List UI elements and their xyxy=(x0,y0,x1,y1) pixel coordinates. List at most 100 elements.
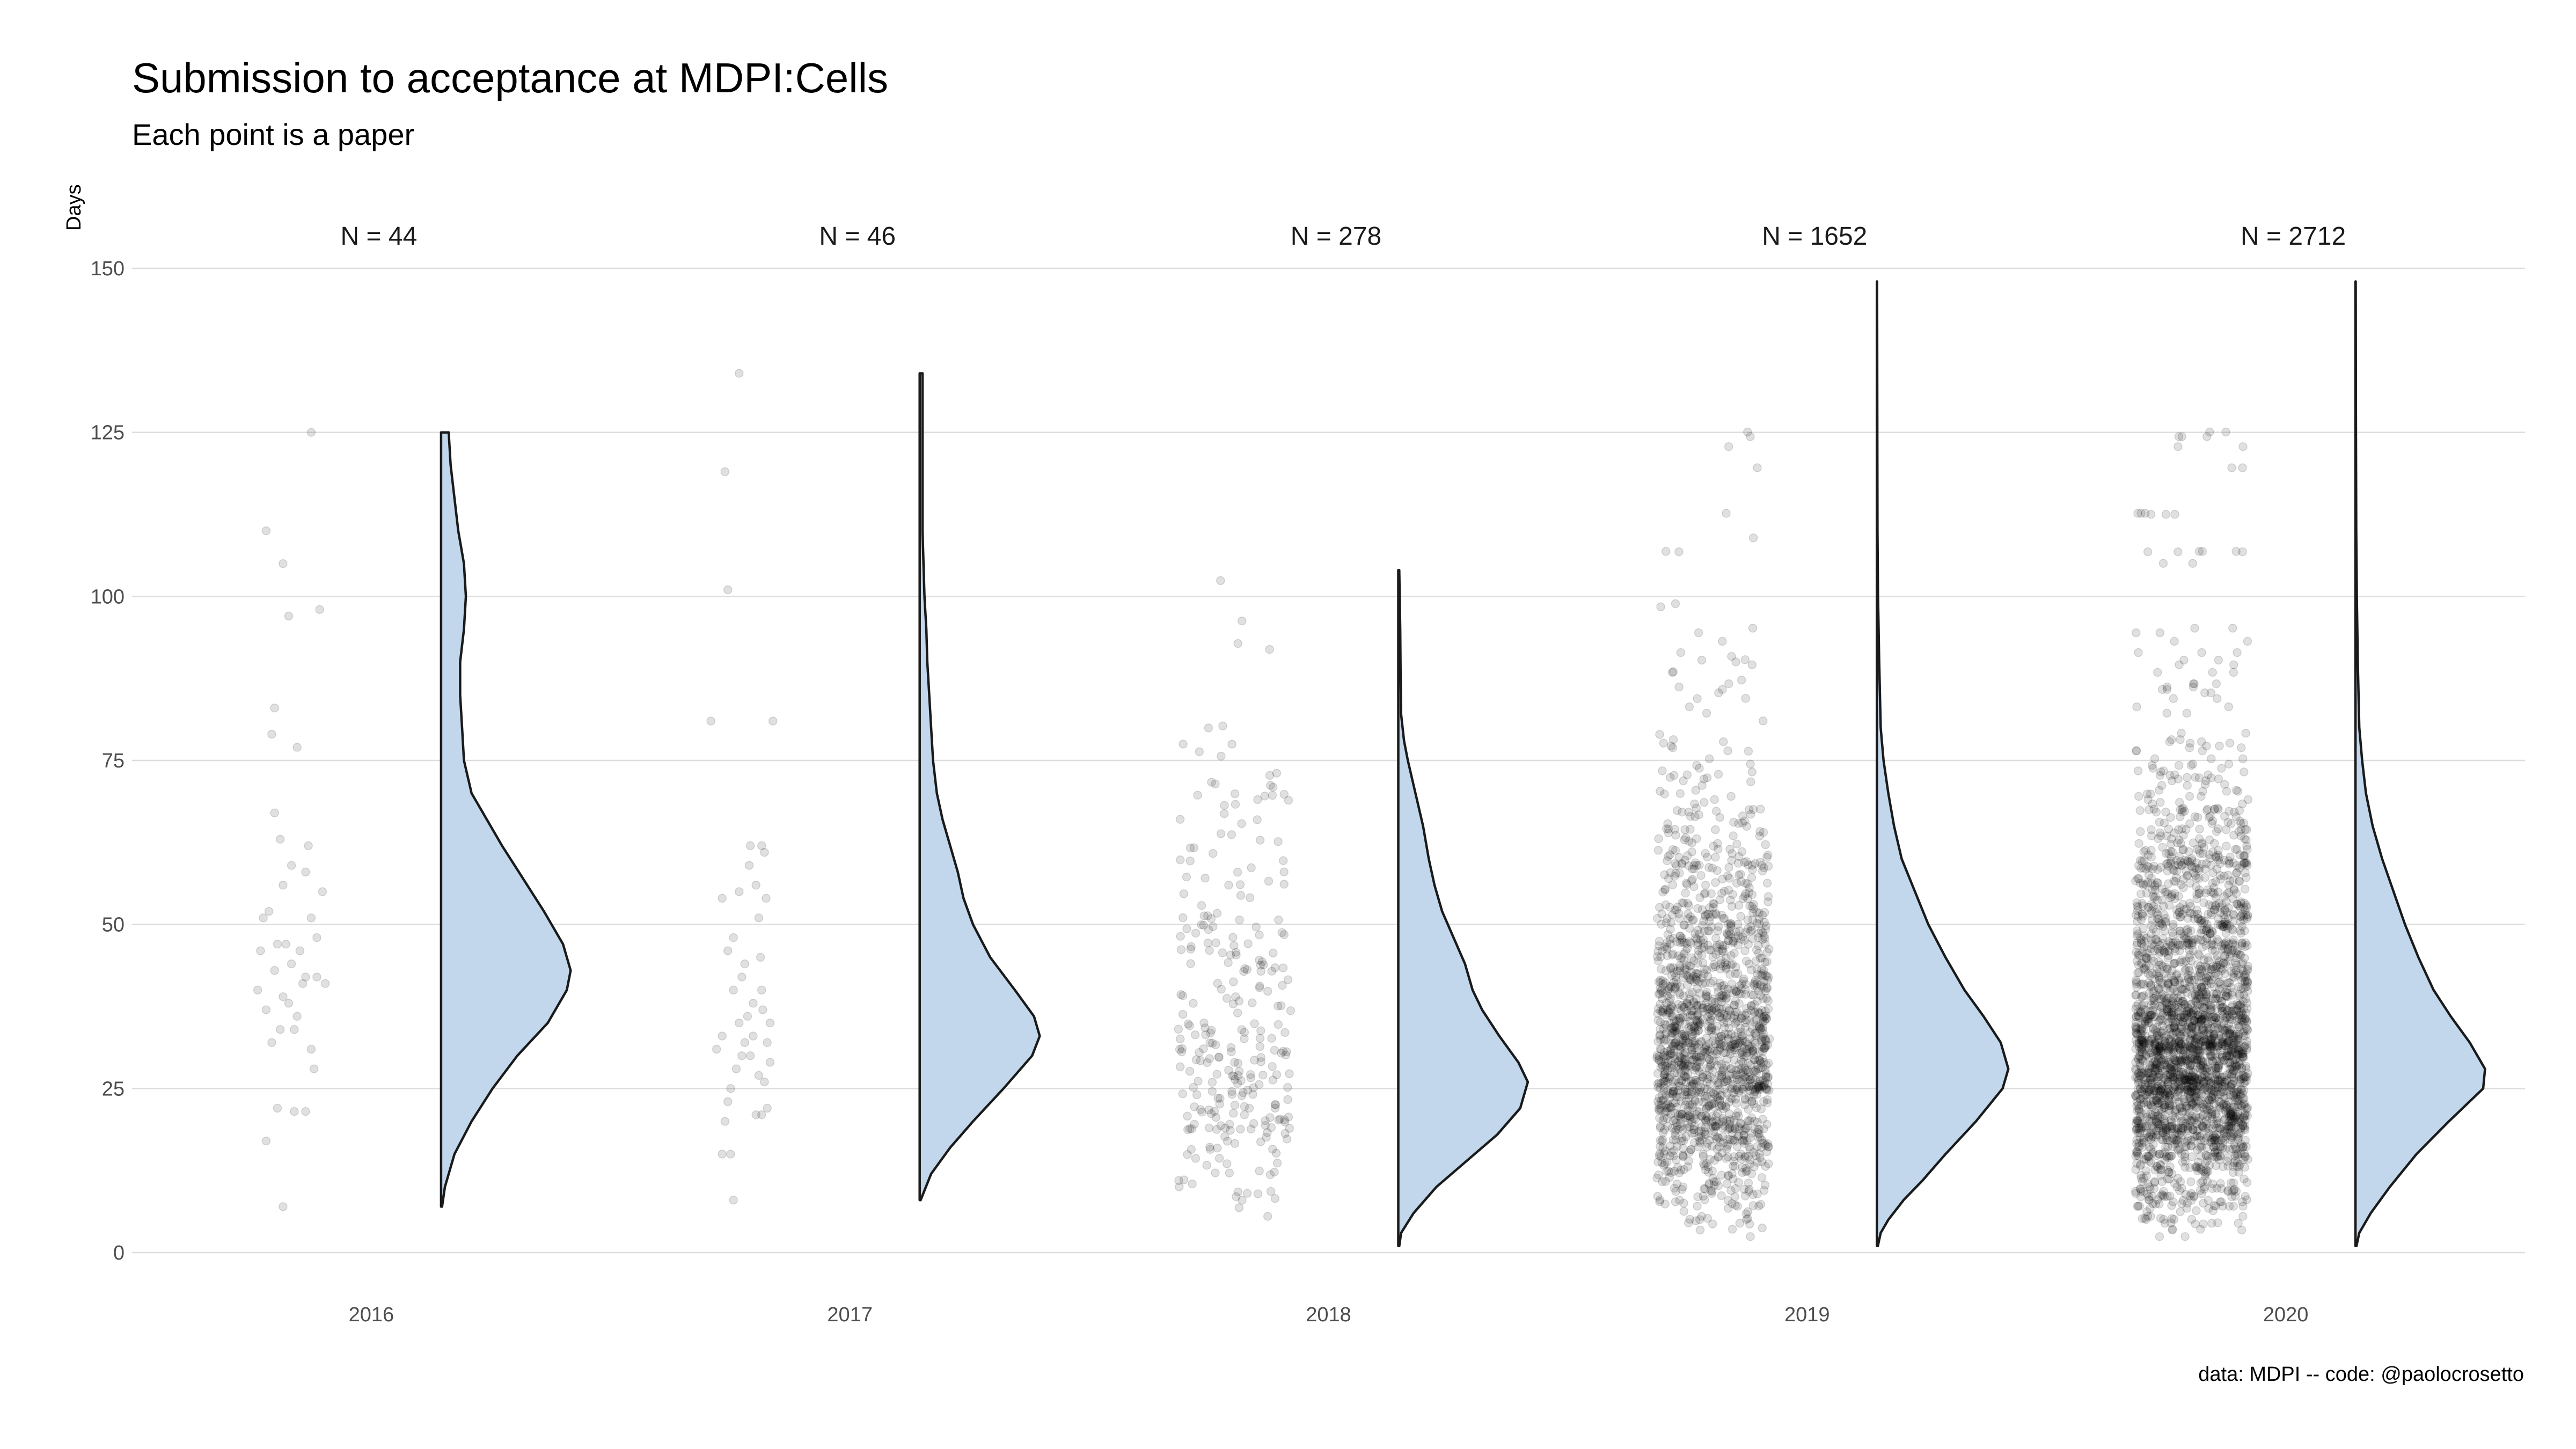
data-point xyxy=(1724,679,1733,689)
data-point xyxy=(1714,1036,1724,1045)
data-point xyxy=(1714,844,1723,854)
data-point xyxy=(1700,1184,1710,1194)
data-point xyxy=(1752,1103,1761,1113)
data-point xyxy=(1656,1079,1666,1088)
data-point xyxy=(1674,1057,1684,1066)
data-point xyxy=(1731,1066,1740,1075)
data-point xyxy=(1233,639,1242,648)
data-point xyxy=(1740,985,1750,994)
data-point xyxy=(1196,1105,1205,1114)
data-point xyxy=(1724,936,1733,945)
density-half-violin xyxy=(2354,280,2486,1248)
data-point xyxy=(1213,1094,1223,1103)
data-point xyxy=(1199,1044,1208,1053)
data-point xyxy=(1670,1146,1679,1155)
data-point xyxy=(2174,442,2183,451)
data-point xyxy=(1226,950,1235,960)
data-point xyxy=(1217,751,1226,761)
data-point xyxy=(1728,988,1737,998)
data-point xyxy=(1667,668,1677,677)
data-point xyxy=(1203,1058,1212,1067)
x-tick-label: 2020 xyxy=(2263,1304,2309,1326)
data-point xyxy=(1225,1168,1234,1178)
data-point xyxy=(2162,685,2172,694)
data-point xyxy=(1274,915,1283,925)
data-point xyxy=(1758,928,1768,938)
data-point xyxy=(2197,737,2206,747)
data-point xyxy=(1666,989,1675,999)
data-point xyxy=(2166,893,2175,902)
data-point xyxy=(1759,1032,1768,1042)
data-point xyxy=(2229,660,2238,669)
data-point xyxy=(1683,851,1692,860)
data-point xyxy=(2229,668,2238,677)
data-point xyxy=(768,716,778,726)
data-point xyxy=(1671,599,1680,609)
data-point xyxy=(1726,1041,1736,1050)
data-point xyxy=(2187,1196,2196,1205)
data-point xyxy=(1664,828,1673,838)
data-point xyxy=(1220,1123,1230,1133)
data-point xyxy=(1743,1065,1752,1074)
data-point xyxy=(720,467,730,477)
data-point xyxy=(2221,427,2230,437)
data-point xyxy=(1205,1038,1214,1048)
data-point xyxy=(1660,942,1669,952)
data-point xyxy=(270,808,279,818)
data-point xyxy=(1271,1100,1280,1109)
data-point xyxy=(1228,933,1238,942)
data-point xyxy=(1277,1049,1286,1058)
data-point xyxy=(1761,971,1770,980)
data-point xyxy=(731,1064,741,1073)
data-point xyxy=(2238,799,2247,809)
data-point xyxy=(1240,1110,1249,1119)
data-point xyxy=(1263,1128,1272,1137)
data-point xyxy=(1694,628,1703,638)
data-point xyxy=(1665,1173,1674,1182)
data-point xyxy=(2155,1199,2164,1209)
data-point xyxy=(1216,576,1225,586)
data-point xyxy=(2242,1178,2252,1187)
data-point xyxy=(2205,1024,2214,1034)
data-point xyxy=(2170,510,2179,519)
data-point xyxy=(2234,1219,2243,1228)
data-point xyxy=(2154,957,2163,967)
data-point xyxy=(723,946,733,955)
data-point xyxy=(279,1202,288,1211)
data-point xyxy=(1696,1036,1706,1046)
data-point xyxy=(2197,838,2207,847)
data-point xyxy=(2133,874,2142,883)
data-point xyxy=(1722,1144,1731,1154)
data-point xyxy=(1731,1094,1740,1104)
data-point xyxy=(2234,1035,2243,1044)
data-point xyxy=(1764,1159,1773,1168)
data-point xyxy=(2229,876,2238,885)
data-point xyxy=(1190,1030,1200,1040)
data-point xyxy=(290,1025,299,1034)
data-point xyxy=(2136,915,2146,925)
data-point xyxy=(1235,915,1244,925)
data-point xyxy=(1227,740,1236,749)
data-point xyxy=(2140,509,2150,518)
data-point xyxy=(1700,1195,1709,1204)
data-point xyxy=(1718,874,1727,884)
data-point xyxy=(273,1103,282,1113)
data-point xyxy=(1746,759,1755,769)
data-point xyxy=(1717,1060,1726,1069)
data-point xyxy=(765,1018,775,1028)
data-point xyxy=(1225,1119,1234,1129)
data-point xyxy=(1190,1102,1199,1111)
data-point xyxy=(2148,1149,2157,1159)
data-point xyxy=(2176,839,2185,848)
data-point xyxy=(2238,442,2248,451)
data-point xyxy=(1224,1065,1233,1075)
data-point xyxy=(2173,939,2182,948)
data-point xyxy=(749,1031,758,1041)
data-point xyxy=(1739,1085,1748,1094)
data-point xyxy=(1216,1121,1226,1130)
data-point xyxy=(1233,1187,1243,1197)
data-point xyxy=(1754,1082,1763,1091)
data-point xyxy=(1729,985,1738,994)
data-point xyxy=(720,1117,730,1126)
data-point xyxy=(1724,863,1733,872)
